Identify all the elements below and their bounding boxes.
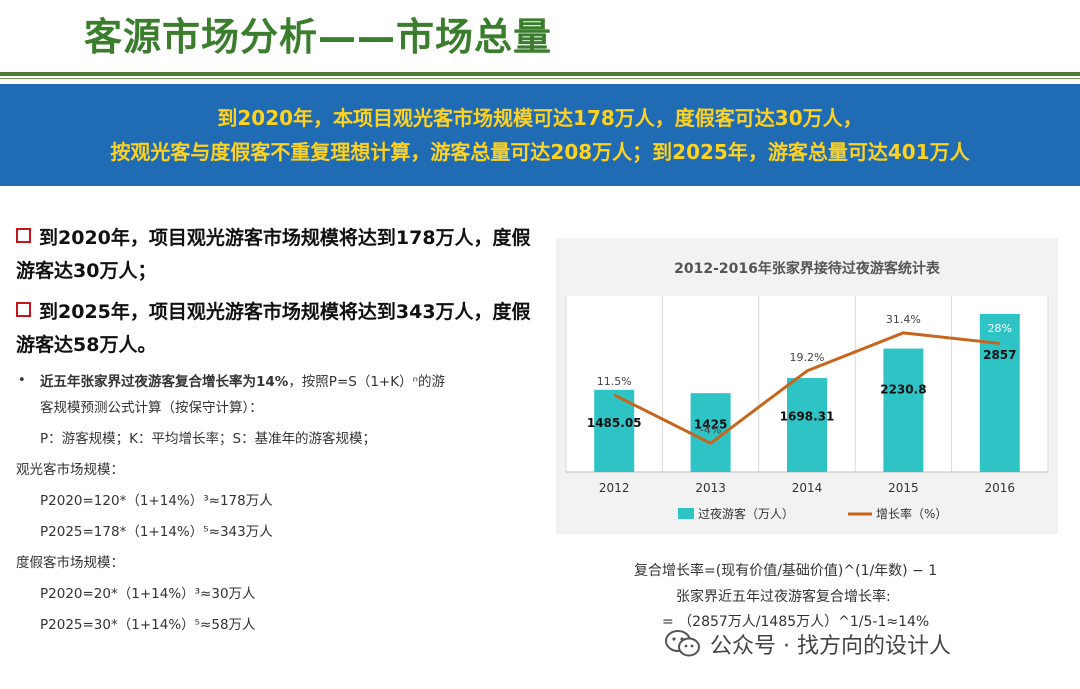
resort-heading: 度假客市场规模： bbox=[16, 555, 124, 571]
formula-line-2: 张家界近五年过夜游客复合增长率: bbox=[676, 589, 891, 605]
square-bullet-icon bbox=[16, 228, 31, 243]
bullet-2025: 到2025年，项目观光游客市场规模将达到343万人，度假游客达58万人。 bbox=[16, 296, 536, 362]
sightseeing-2020: P2020=120*（1+14%）³≈178万人 bbox=[40, 493, 273, 509]
bullet-2020: 到2020年，项目观光游客市场规模将达到178万人，度假游客达30万人； bbox=[16, 222, 536, 288]
resort-2025: P2025=30*（1+14%）⁵≈58万人 bbox=[40, 617, 256, 633]
x-tick-2013: 2013 bbox=[695, 481, 726, 495]
bar-label-2012: 1485.05 bbox=[587, 416, 642, 430]
bar-label-2016: 2857 bbox=[983, 348, 1016, 362]
growth-intro-bold: 近五年张家界过夜游客复合增长率为14% bbox=[40, 374, 289, 390]
chart-panel: 2012-2016年张家界接待过夜游客统计表 1485.05 1425 1698.3… bbox=[556, 238, 1058, 534]
chart-title: 2012-2016年张家界接待过夜游客统计表 bbox=[674, 261, 940, 277]
sightseeing-2025: P2025=178*（1+14%）⁵≈343万人 bbox=[40, 524, 273, 540]
bar-label-2014: 1698.31 bbox=[780, 409, 835, 423]
legend-bar-swatch bbox=[678, 508, 694, 519]
growth-label-2012: 11.5% bbox=[597, 375, 632, 388]
x-tick-2015: 2015 bbox=[888, 481, 919, 495]
x-tick-2012: 2012 bbox=[599, 481, 630, 495]
wechat-icon bbox=[665, 630, 700, 657]
square-bullet-icon bbox=[16, 302, 31, 317]
resort-2020: P2020=20*（1+14%）³≈30万人 bbox=[40, 586, 256, 602]
formula-line-3: = （2857万人/1485万人）^1/5-1≈14% bbox=[662, 614, 930, 630]
bullet-2025-text: 到2025年，项目观光游客市场规模将达到343万人，度假游客达58万人。 bbox=[16, 301, 531, 356]
x-tick-2016: 2016 bbox=[985, 481, 1016, 495]
bar-label-2013: 1425 bbox=[694, 418, 727, 432]
bar-label-2015: 2230.8 bbox=[880, 383, 926, 397]
growth-label-2015: 31.4% bbox=[886, 313, 921, 326]
banner-line-2: 按观光客与度假客不重复理想计算，游客总量可达208万人；到2025年，游客总量可… bbox=[110, 140, 970, 164]
growth-intro-rest: ，按照P=S（1+K）ⁿ的游 bbox=[288, 374, 445, 390]
formula-legend: P：游客规模；K：平均增长率；S：基准年的游客规模； bbox=[40, 431, 377, 447]
page-title: 客源市场分析——市场总量 bbox=[84, 15, 553, 59]
title-divider bbox=[0, 72, 1080, 76]
growth-line bbox=[613, 331, 1000, 445]
x-tick-2014: 2014 bbox=[792, 481, 823, 495]
watermark-text: 公众号 · 找方向的设计人 bbox=[710, 634, 951, 659]
banner-line-1: 到2020年，本项目观光客市场规模可达178万人，度假客可达30万人， bbox=[217, 106, 863, 130]
legend-line-label: 增长率（%） bbox=[876, 506, 947, 521]
sightseeing-heading: 观光客市场规模： bbox=[16, 462, 124, 478]
bar-2014 bbox=[787, 378, 827, 472]
bullet-2020-text: 到2020年，项目观光游客市场规模将达到178万人，度假游客达30万人； bbox=[16, 227, 531, 282]
bar-2012 bbox=[594, 389, 635, 472]
watermark: 公众号 · 找方向的设计人 bbox=[664, 628, 951, 660]
legend-bar-label: 过夜游客（万人） bbox=[698, 506, 794, 521]
dot-bullet-icon: • bbox=[18, 373, 26, 388]
title-divider-thin bbox=[0, 78, 1080, 79]
growth-intro: 近五年张家界过夜游客复合增长率为14%，按照P=S（1+K）ⁿ的游 bbox=[40, 371, 445, 393]
growth-intro-line2: 客规模预测公式计算（按保守计算）： bbox=[40, 400, 263, 416]
formula-line-1: 复合增长率=(现有价值/基础价值)^(1/年数) − 1 bbox=[634, 563, 938, 579]
chart-svg: 1485.05 1425 1698.31 2230.8 2857 11.5% -4% 19.2… bbox=[565, 296, 1049, 521]
bar-2015 bbox=[883, 348, 924, 472]
summary-banner: 到2020年，本项目观光客市场规模可达178万人，度假客可达30万人， 按观光客… bbox=[0, 84, 1080, 186]
growth-label-2016: 28% bbox=[988, 322, 1012, 335]
bar-2016 bbox=[979, 313, 1020, 472]
growth-label-2013: -4% bbox=[700, 423, 721, 436]
growth-label-2014: 19.2% bbox=[790, 351, 825, 364]
